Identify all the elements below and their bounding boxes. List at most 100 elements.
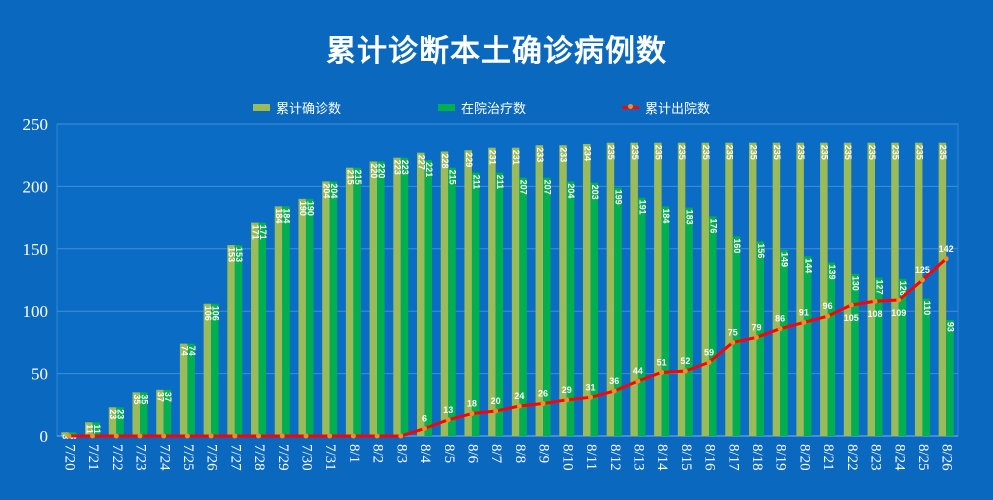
bar-label-confirmed: 184 (274, 208, 284, 223)
bar-label-confirmed: 190 (298, 201, 308, 216)
y-tick-label: 50 (31, 365, 48, 384)
line-marker-discharged (801, 319, 807, 325)
line-label-discharged: 29 (562, 385, 572, 395)
bar-label-in-hospital: 153 (234, 247, 244, 262)
bar-in-hospital (685, 207, 693, 436)
bar-label-in-hospital: 211 (471, 175, 481, 190)
line-marker-discharged (730, 339, 736, 345)
x-tick-label: 7/31 (322, 444, 338, 471)
x-tick-label: 8/11 (583, 444, 599, 470)
bar-label-in-hospital: 171 (258, 225, 268, 240)
bar-confirmed (725, 142, 733, 436)
bar-confirmed (132, 392, 140, 436)
bar-label-in-hospital: 190 (305, 201, 315, 216)
line-marker-discharged (848, 302, 854, 308)
bar-in-hospital (898, 278, 907, 436)
line-marker-discharged (113, 433, 119, 439)
bar-label-confirmed: 235 (677, 145, 687, 160)
bar-in-hospital (211, 303, 219, 436)
bar-label-confirmed: 231 (511, 150, 521, 165)
bar-label-confirmed: 153 (227, 247, 237, 262)
legend-label: 在院治疗数 (461, 102, 527, 117)
line-marker-discharged (469, 411, 475, 417)
line-marker-discharged (161, 433, 167, 439)
line-label-discharged: 59 (704, 347, 714, 357)
bar-confirmed (417, 152, 425, 437)
x-tick-label: 8/1 (346, 444, 362, 463)
line-marker-discharged (516, 403, 522, 409)
line-label-discharged: 52 (680, 356, 690, 366)
bar-label-confirmed: 235 (796, 145, 806, 160)
legend-item-in-hospital: 在院治疗数 (438, 98, 526, 117)
bar-in-hospital (803, 256, 812, 436)
line-marker-discharged (398, 433, 404, 439)
line-marker-discharged (184, 433, 190, 439)
bar-confirmed (535, 145, 544, 436)
bar-label-confirmed: 227 (416, 155, 426, 170)
line-label-discharged: 75 (728, 327, 738, 337)
line-discharged (68, 257, 948, 438)
line-marker-discharged (303, 433, 309, 439)
bar-label-confirmed: 233 (559, 147, 569, 162)
x-tick-label: 8/20 (796, 444, 812, 471)
x-tick-label: 8/22 (844, 444, 860, 471)
line-marker-discharged (659, 369, 665, 375)
bar-in-hospital (637, 197, 646, 436)
bar-label-in-hospital: 37 (163, 392, 173, 402)
line-label-discharged: 105 (844, 313, 859, 323)
bar-label-in-hospital: 199 (614, 190, 624, 205)
line-label-discharged: 96 (823, 301, 833, 311)
bar-label-in-hospital: 220 (376, 163, 386, 178)
bar-label-confirmed: 235 (891, 145, 901, 160)
legend: 累计确诊数 在院治疗数 累计出院数 (0, 98, 993, 118)
bar-label-in-hospital: 110 (922, 301, 932, 316)
line-label-discharged: 18 (467, 399, 477, 409)
x-tick-label: 8/9 (536, 444, 552, 463)
line-marker-discharged (66, 433, 72, 439)
x-tick-label: 7/26 (204, 444, 220, 471)
bar-label-confirmed: 215 (345, 170, 355, 185)
bar-confirmed (345, 167, 354, 436)
bar-confirmed (654, 142, 662, 436)
bar-in-hospital (448, 167, 456, 436)
bar-label-confirmed: 37 (156, 392, 166, 402)
bar-confirmed (938, 142, 947, 436)
legend-swatch-confirmed (253, 104, 270, 111)
bar-label-confirmed: 23 (108, 409, 118, 419)
bar-label-in-hospital: 11 (92, 424, 102, 434)
x-tick-label: 8/2 (370, 444, 386, 463)
bar-in-hospital (234, 245, 243, 436)
bar-in-hospital (282, 206, 290, 436)
bar-in-hospital (875, 277, 883, 436)
y-tick-label: 100 (23, 302, 49, 321)
line-marker-discharged (564, 397, 570, 403)
x-tick-label: 8/15 (678, 444, 694, 471)
bar-in-hospital (543, 177, 551, 436)
x-tick-label: 8/5 (441, 444, 457, 463)
bar-label-in-hospital: 204 (329, 183, 339, 198)
bar-in-hospital (780, 250, 788, 436)
x-tick-label: 8/26 (939, 444, 955, 471)
bar-label-in-hospital: 23 (116, 409, 126, 419)
x-tick-label: 8/8 (512, 444, 528, 463)
bar-label-confirmed: 229 (464, 152, 474, 167)
line-marker-discharged (493, 408, 499, 414)
line-marker-discharged (137, 433, 143, 439)
line-label-discharged: 24 (514, 391, 524, 401)
bar-label-confirmed: 228 (440, 153, 450, 168)
line-marker-discharged (825, 313, 831, 319)
chart-title: 累计诊断本土确诊病例数 (326, 34, 667, 69)
x-tick-label: 8/3 (393, 444, 409, 463)
line-label-discharged: 6 (422, 414, 427, 424)
line-marker-discharged (919, 277, 925, 283)
bar-label-confirmed: 235 (819, 145, 829, 160)
bar-confirmed (914, 142, 923, 436)
bar-label-in-hospital: 191 (637, 200, 647, 215)
line-label-discharged: 26 (538, 389, 548, 399)
bar-label-confirmed: 235 (914, 145, 924, 160)
bar-label-confirmed: 11 (84, 424, 94, 434)
x-tick-label: 7/24 (156, 444, 172, 471)
legend-label: 累计出院数 (645, 102, 711, 117)
bar-label-in-hospital: 127 (874, 280, 884, 295)
